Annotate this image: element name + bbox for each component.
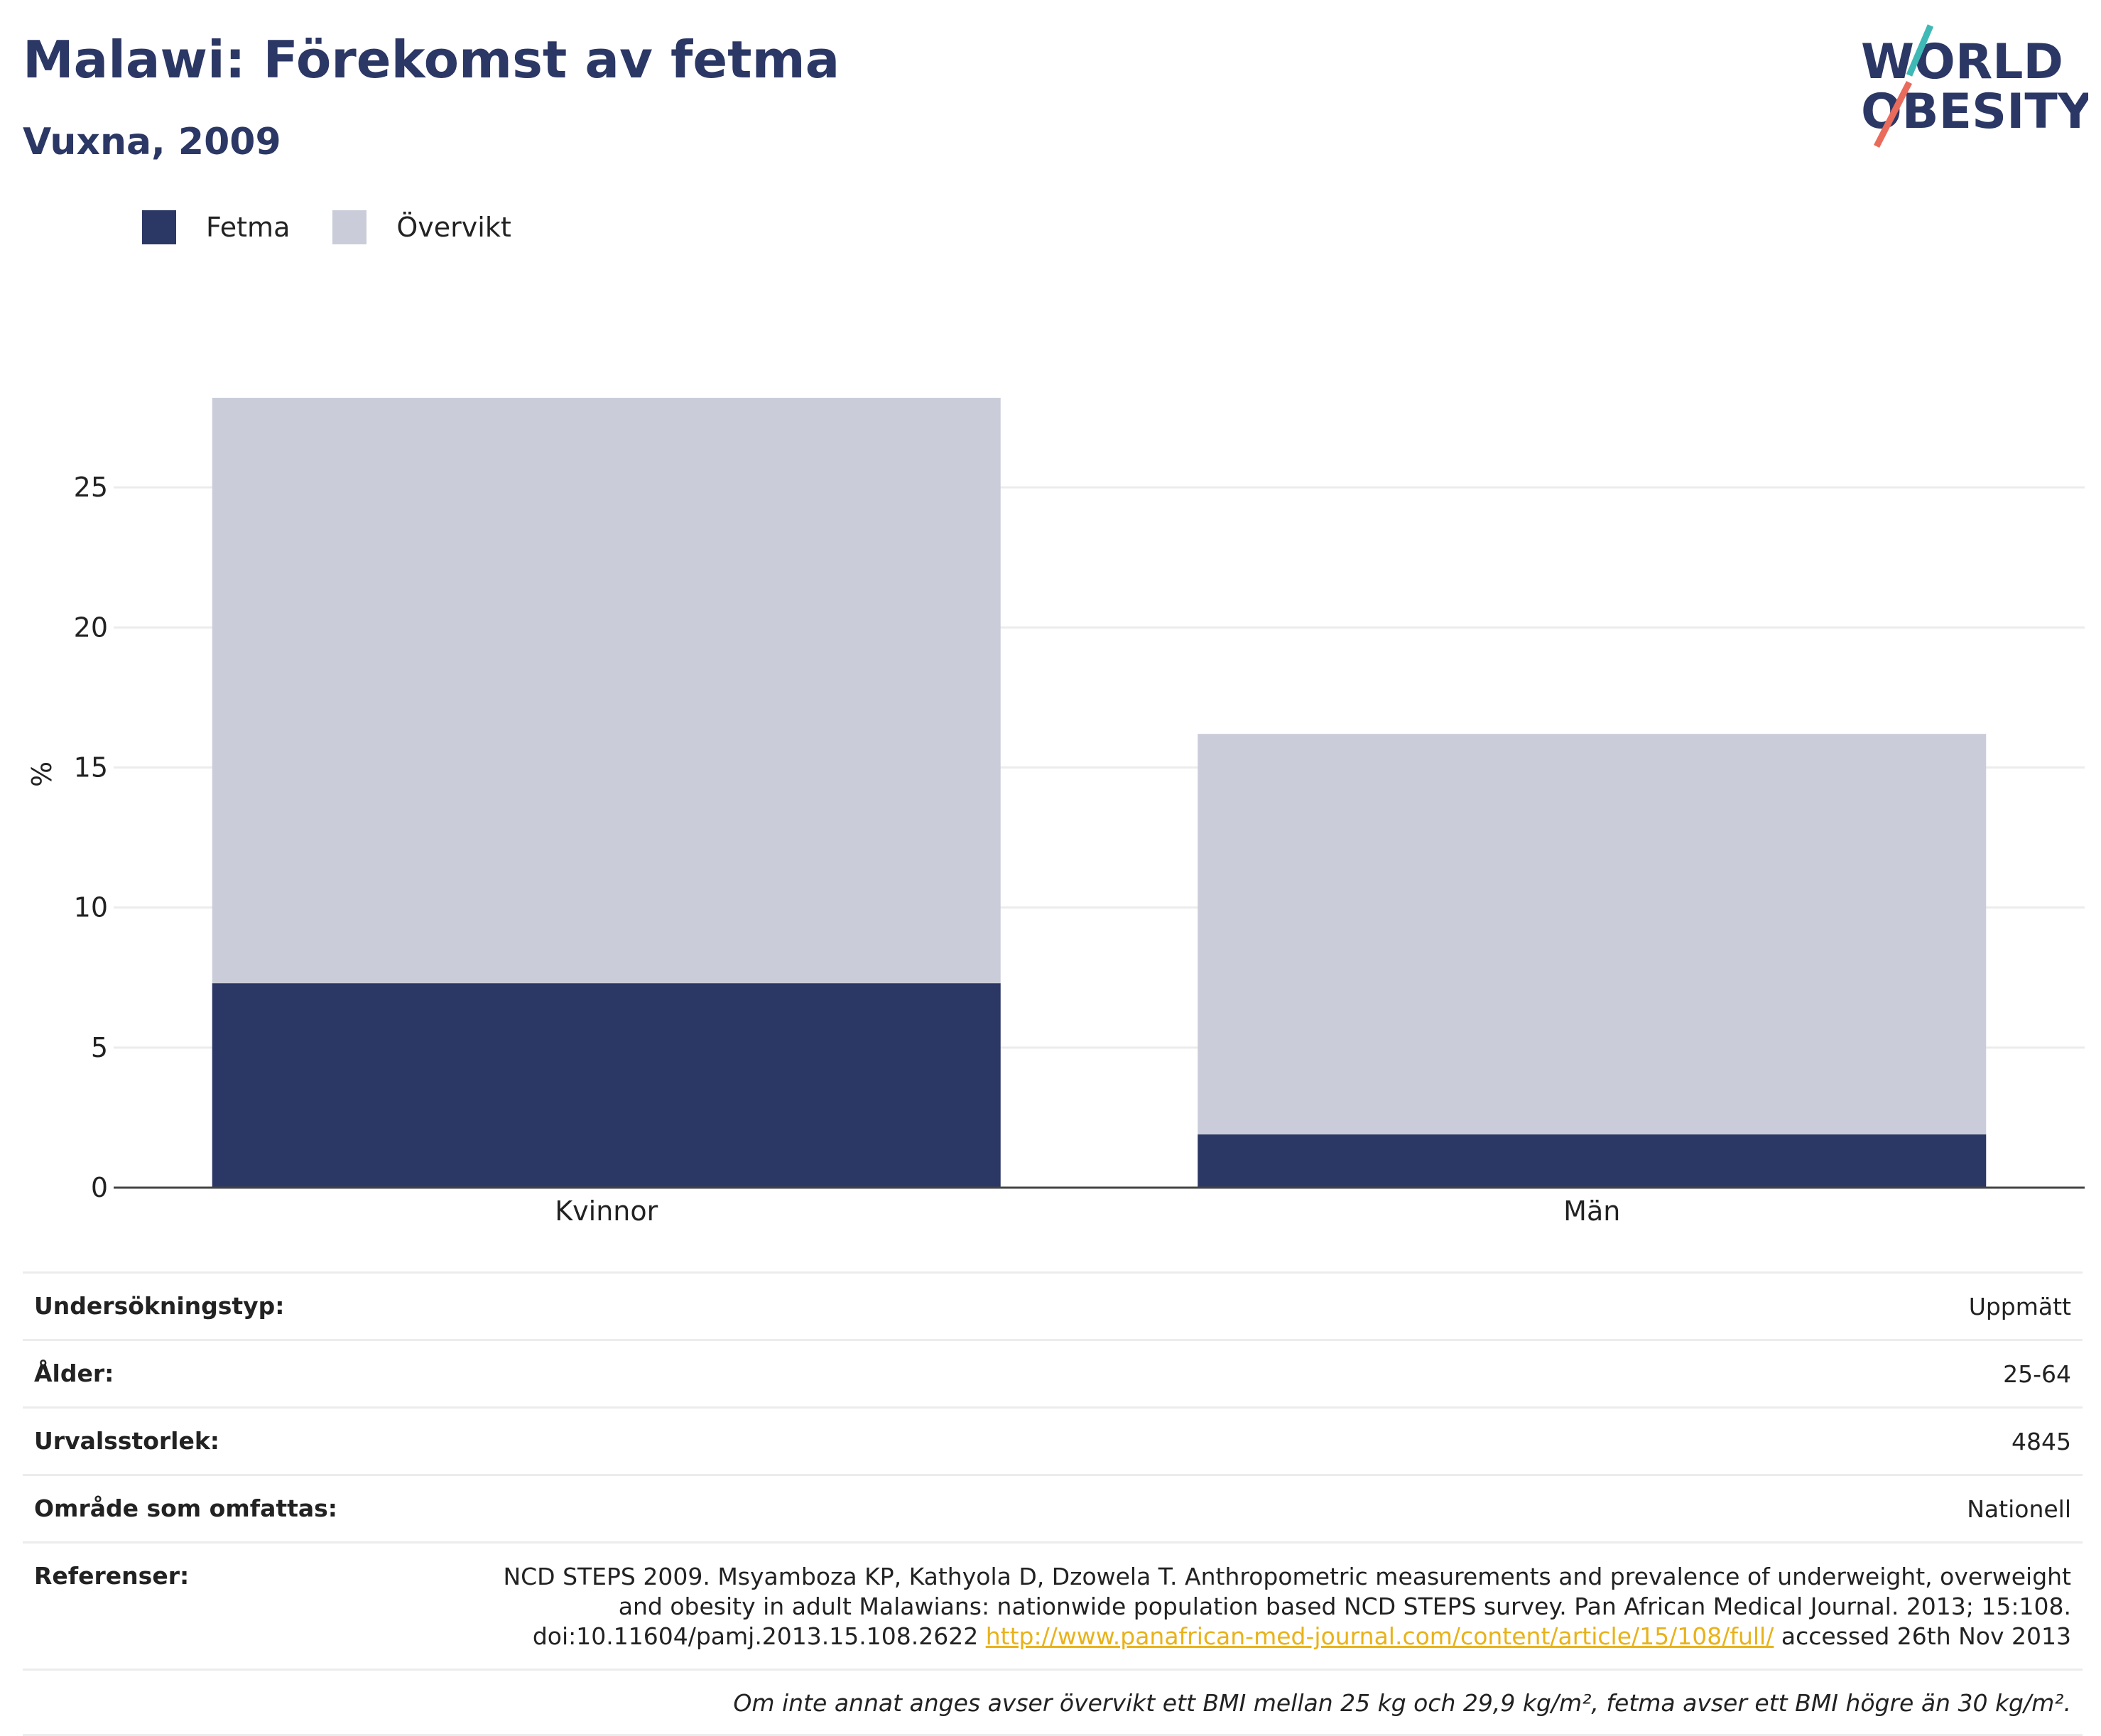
logo-text-obesity: OBESITY (1861, 84, 2088, 140)
x-tick-label: Kvinnor (555, 1195, 658, 1227)
info-key: Referenser: (23, 1541, 472, 1670)
reference-line-1: NCD STEPS 2009. Msyamboza KP, Kathyola D… (503, 1563, 2071, 1590)
reference-accessed: accessed 26th Nov 2013 (1781, 1622, 2071, 1650)
chart-subtitle: Vuxna, 2009 (23, 121, 281, 163)
y-tick-label: 10 (74, 892, 108, 923)
legend-item-obesity[interactable]: Fetma (142, 210, 290, 244)
info-value: 4845 (472, 1406, 2083, 1475)
y-tick-label: 20 (74, 612, 108, 643)
info-value: Uppmätt (472, 1271, 2083, 1340)
legend-item-overweight[interactable]: Övervikt (332, 210, 511, 244)
info-key: Undersökningstyp: (23, 1271, 472, 1340)
info-value: 25-64 (472, 1339, 2083, 1408)
y-tick-label: 25 (74, 472, 108, 503)
reference-doi: doi:10.11604/pamj.2013.15.108.2622 (532, 1622, 979, 1650)
info-value: Nationell (472, 1474, 2083, 1543)
y-tick-label: 0 (91, 1172, 108, 1203)
survey-info-table: Undersökningstyp: Uppmätt Ålder: 25-64 U… (23, 1271, 2083, 1736)
y-tick-label: 15 (74, 752, 108, 783)
info-key: Område som omfattas: (23, 1474, 472, 1543)
bar-chart: 0 5 10 15 20 25 Kvinnor Män % (26, 398, 2085, 1227)
chart-title: Malawi: Förekomst av fetma (23, 30, 840, 89)
bar-obesity-0[interactable] (212, 983, 1001, 1188)
chart-legend: Fetma Övervikt (142, 210, 554, 244)
info-row-note: Om inte annat anges avser övervikt ett B… (23, 1669, 2083, 1736)
legend-swatch-obesity (142, 210, 176, 244)
info-row-sample-size: Urvalsstorlek: 4845 (23, 1406, 2083, 1475)
bars (212, 398, 1987, 1188)
legend-label-obesity: Fetma (206, 212, 291, 243)
y-axis-label: % (26, 761, 58, 787)
info-row-age: Ålder: 25-64 (23, 1339, 2083, 1408)
bar-obesity-1[interactable] (1198, 1134, 1987, 1188)
x-axis: Kvinnor Män (114, 1186, 2085, 1227)
bar-overweight-0[interactable] (212, 398, 1001, 984)
x-tick-label: Män (1563, 1195, 1620, 1227)
info-row-area: Område som omfattas: Nationell (23, 1474, 2083, 1543)
info-key: Urvalsstorlek: (23, 1406, 472, 1475)
bmi-note: Om inte annat anges avser övervikt ett B… (23, 1669, 2083, 1736)
y-tick-label: 5 (91, 1032, 108, 1063)
info-row-survey-type: Undersökningstyp: Uppmätt (23, 1271, 2083, 1340)
reference-link[interactable]: http://www.panafrican-med-journal.com/co… (985, 1622, 1774, 1650)
info-row-references: Referenser: NCD STEPS 2009. Msyamboza KP… (23, 1541, 2083, 1670)
logo-text-world: WORLD (1861, 34, 2063, 90)
info-key: Ålder: (23, 1339, 472, 1408)
logo-slash-teal (1906, 24, 1934, 77)
bar-overweight-1[interactable] (1198, 734, 1987, 1135)
legend-swatch-overweight (332, 210, 367, 244)
world-obesity-logo: WORLD OBESITY (1861, 24, 2088, 148)
references-text: NCD STEPS 2009. Msyamboza KP, Kathyola D… (472, 1541, 2083, 1670)
reference-line-2: and obesity in adult Malawians: nationwi… (618, 1593, 2071, 1620)
logo-slash-red (1873, 80, 1913, 148)
y-axis: 0 5 10 15 20 25 (74, 472, 108, 1203)
legend-label-overweight: Övervikt (396, 212, 511, 243)
